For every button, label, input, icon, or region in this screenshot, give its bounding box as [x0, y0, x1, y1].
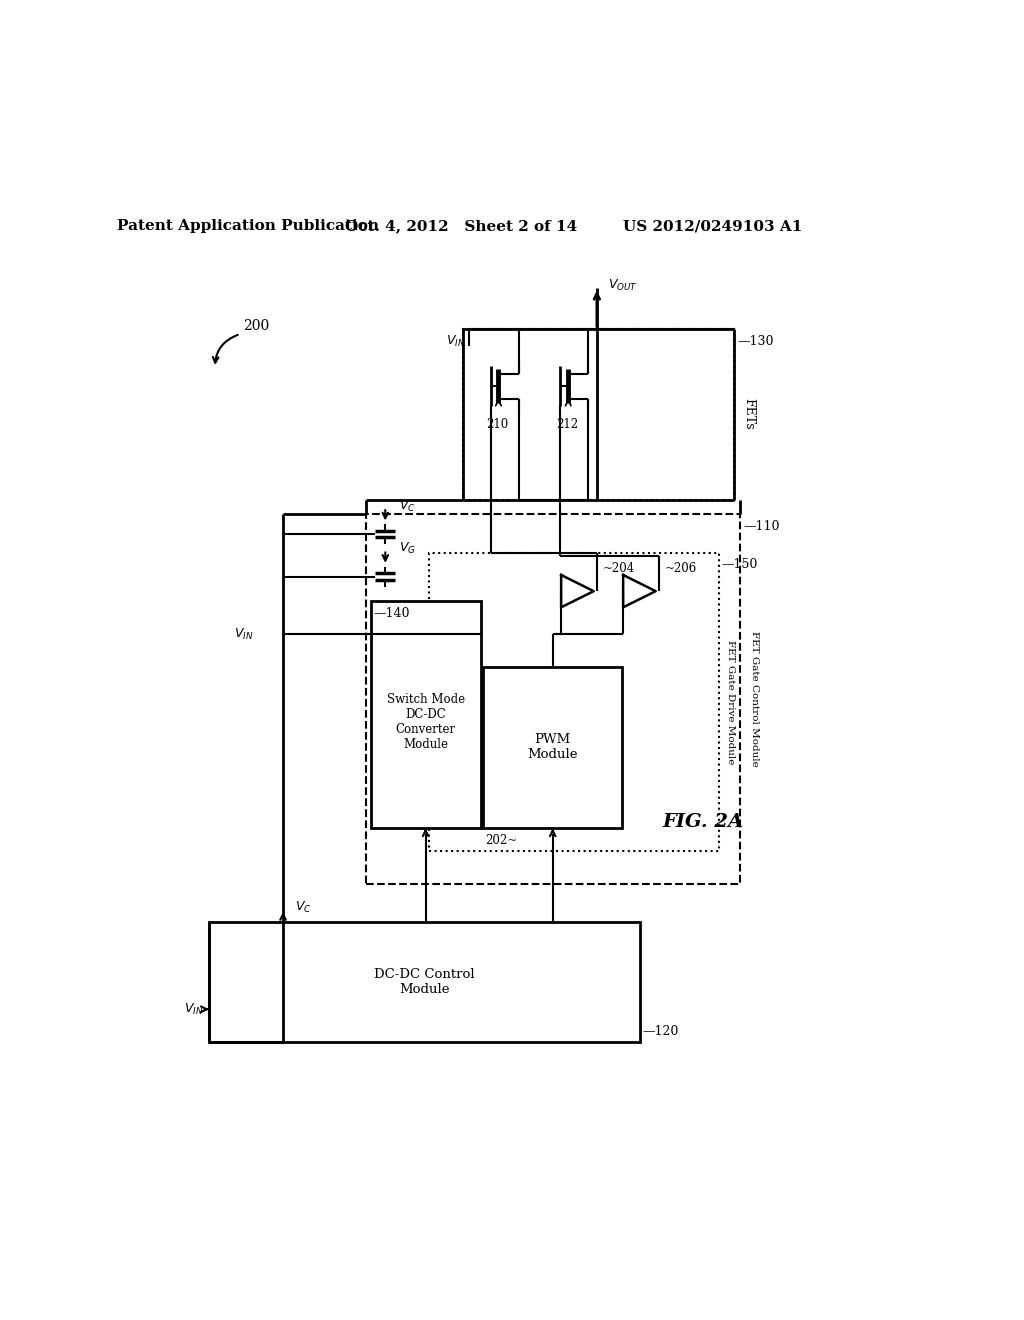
Text: $V_{IN}$: $V_{IN}$ — [234, 627, 254, 642]
Text: $V_{OUT}$: $V_{OUT}$ — [608, 279, 638, 293]
Text: FETs: FETs — [741, 399, 755, 430]
Text: ~206: ~206 — [665, 561, 696, 574]
Text: 200: 200 — [243, 319, 269, 333]
Text: 202~: 202~ — [485, 834, 517, 847]
Text: $V_{IN}$: $V_{IN}$ — [183, 1002, 203, 1016]
Text: Patent Application Publication: Patent Application Publication — [117, 219, 379, 234]
Text: 212: 212 — [556, 418, 578, 432]
Text: Oct. 4, 2012   Sheet 2 of 14: Oct. 4, 2012 Sheet 2 of 14 — [345, 219, 578, 234]
Text: FIG. 2A: FIG. 2A — [663, 813, 743, 832]
Text: —110: —110 — [743, 520, 780, 533]
Bar — [366, 515, 740, 884]
Text: 210: 210 — [486, 418, 508, 432]
Text: FET Gate Control Module: FET Gate Control Module — [750, 631, 759, 767]
Text: PWM
Module: PWM Module — [527, 734, 578, 762]
Text: FET Gate Drive Module: FET Gate Drive Module — [726, 640, 735, 764]
Text: DC-DC Control
Module: DC-DC Control Module — [374, 969, 474, 997]
Bar — [463, 330, 734, 499]
Text: Switch Mode
DC-DC
Converter
Module: Switch Mode DC-DC Converter Module — [386, 693, 465, 751]
Bar — [483, 667, 623, 829]
Bar — [209, 923, 640, 1043]
Text: $V_C$: $V_C$ — [399, 499, 416, 513]
Text: —120: —120 — [643, 1026, 679, 1038]
Text: —140: —140 — [374, 607, 411, 620]
Text: $V_C$: $V_C$ — [295, 900, 312, 915]
Text: $V_G$: $V_G$ — [399, 540, 416, 556]
Text: ~204: ~204 — [602, 561, 635, 574]
Text: —150: —150 — [722, 558, 758, 572]
Text: —130: —130 — [737, 335, 774, 348]
Bar — [429, 553, 719, 851]
Text: $V_{IN}$: $V_{IN}$ — [446, 334, 466, 350]
Bar — [371, 601, 480, 829]
Text: US 2012/0249103 A1: US 2012/0249103 A1 — [624, 219, 803, 234]
